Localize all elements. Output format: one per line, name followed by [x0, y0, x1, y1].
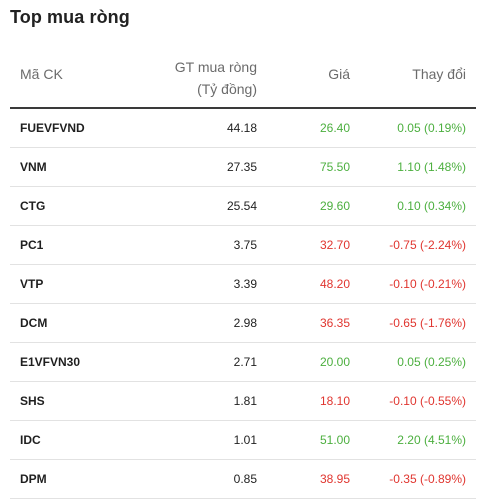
table-row[interactable]: PC1 3.75 32.70 -0.75 (-2.24%): [10, 226, 476, 265]
column-header-net-value-line2: (Tỷ đồng): [197, 81, 257, 97]
change: 0.10 (0.34%): [397, 199, 466, 213]
change: -0.10 (-0.55%): [389, 394, 466, 408]
net-value: 1.81: [233, 394, 257, 408]
stock-code[interactable]: SHS: [20, 394, 45, 408]
net-value: 3.39: [233, 277, 257, 291]
widget-title: Top mua ròng: [10, 7, 130, 27]
change: 0.05 (0.19%): [397, 121, 466, 135]
change: 1.10 (1.48%): [397, 160, 466, 174]
table-row[interactable]: VNM 27.35 75.50 1.10 (1.48%): [10, 148, 476, 187]
column-header-net-value[interactable]: GT mua ròng (Tỷ đồng): [175, 56, 257, 100]
price: 48.20: [319, 277, 350, 291]
table-row[interactable]: DPM 0.85 38.95 -0.35 (-0.89%): [10, 460, 476, 499]
price: 38.95: [319, 472, 350, 486]
table-body: FUEVFVND 44.18 26.40 0.05 (0.19%) VNM 27…: [10, 109, 476, 499]
net-value: 2.71: [233, 355, 257, 369]
stock-code[interactable]: DPM: [20, 472, 47, 486]
change: -0.10 (-0.21%): [389, 277, 466, 291]
stock-code[interactable]: IDC: [20, 433, 41, 447]
stock-code[interactable]: VNM: [20, 160, 47, 174]
table-row[interactable]: FUEVFVND 44.18 26.40 0.05 (0.19%): [10, 109, 476, 148]
stock-code[interactable]: E1VFVN30: [20, 355, 81, 369]
net-value: 2.98: [233, 316, 257, 330]
net-value: 27.35: [226, 160, 257, 174]
net-value: 44.18: [226, 121, 257, 135]
column-header-net-value-line1: GT mua ròng: [174, 59, 257, 75]
table-header: Mã CK GT mua ròng (Tỷ đồng) Giá Thay đổi: [10, 50, 476, 109]
column-header-price[interactable]: Giá: [328, 66, 350, 82]
table-row[interactable]: CTG 25.54 29.60 0.10 (0.34%): [10, 187, 476, 226]
price: 29.60: [319, 199, 350, 213]
net-value: 25.54: [226, 199, 257, 213]
price: 75.50: [319, 160, 350, 174]
price: 26.40: [319, 121, 350, 135]
table-row[interactable]: SHS 1.81 18.10 -0.10 (-0.55%): [10, 382, 476, 421]
price: 18.10: [319, 394, 350, 408]
stock-code[interactable]: DCM: [20, 316, 48, 330]
price: 32.70: [319, 238, 350, 252]
price: 51.00: [319, 433, 350, 447]
change: -0.75 (-2.24%): [389, 238, 466, 252]
net-value: 3.75: [233, 238, 257, 252]
table-row[interactable]: IDC 1.01 51.00 2.20 (4.51%): [10, 421, 476, 460]
column-header-change[interactable]: Thay đổi: [412, 66, 466, 82]
price: 20.00: [319, 355, 350, 369]
net-value: 1.01: [233, 433, 257, 447]
change: -0.65 (-1.76%): [389, 316, 466, 330]
column-header-code[interactable]: Mã CK: [20, 66, 63, 82]
table-row[interactable]: VTP 3.39 48.20 -0.10 (-0.21%): [10, 265, 476, 304]
price: 36.35: [319, 316, 350, 330]
change: 0.05 (0.25%): [397, 355, 466, 369]
stock-code[interactable]: PC1: [20, 238, 44, 252]
change: 2.20 (4.51%): [397, 433, 466, 447]
stock-code[interactable]: VTP: [20, 277, 44, 291]
stock-code[interactable]: FUEVFVND: [20, 121, 85, 135]
stock-code[interactable]: CTG: [20, 199, 46, 213]
change: -0.35 (-0.89%): [389, 472, 466, 486]
table-row[interactable]: DCM 2.98 36.35 -0.65 (-1.76%): [10, 304, 476, 343]
table-row[interactable]: E1VFVN30 2.71 20.00 0.05 (0.25%): [10, 343, 476, 382]
net-value: 0.85: [233, 472, 257, 486]
